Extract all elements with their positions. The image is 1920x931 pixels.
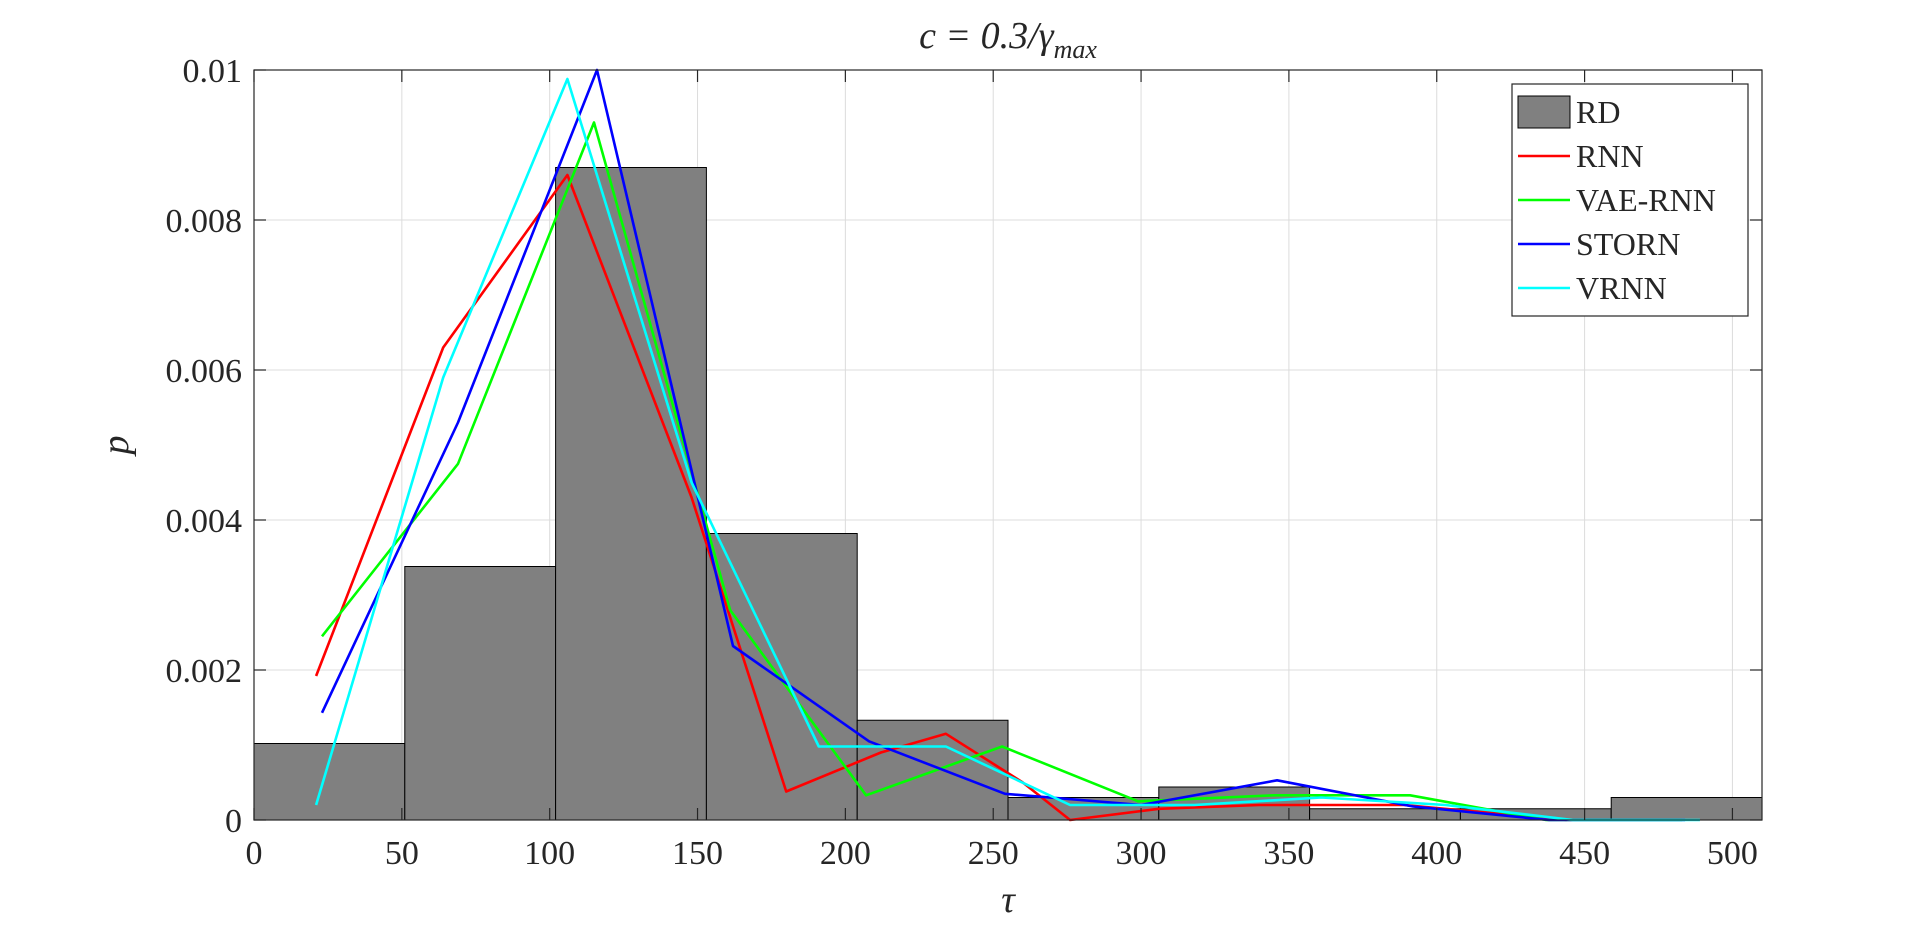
x-axis-title: τ [1001,879,1016,921]
x-tick-label: 100 [524,835,575,872]
histogram-bar [555,167,707,821]
chart-title-main: c = 0.3/γ [919,15,1055,57]
histogram-bar [1309,808,1461,821]
plot-frame [253,69,1763,821]
y-axis-title: p [95,436,137,458]
x-tick-label: 0 [246,835,263,872]
x-tick-label: 350 [1263,835,1314,872]
legend-label-rd: RD [1576,94,1620,130]
legend-label-rnn: RNN [1576,138,1644,174]
x-tick-label: 200 [820,835,871,872]
histogram-bar [1610,797,1763,821]
series-line-rnn [314,173,1567,822]
x-tick-label: 500 [1707,835,1758,872]
chart-title: c = 0.3/γmax [919,15,1097,64]
y-tick-label: 0.004 [166,503,243,540]
axis-ticks [253,69,1762,821]
legend-label-vae-rnn: VAE-RNN [1576,182,1716,218]
legend-swatch-rd [1517,95,1571,129]
legend-label-vrnn: VRNN [1576,270,1667,306]
x-tick-label: 400 [1411,835,1462,872]
x-tick-label: 150 [672,835,723,872]
series-line-vrnn [314,77,1700,822]
x-tick-label: 250 [968,835,1019,872]
series-lines [314,68,1700,822]
y-tick-label: 0 [225,803,242,840]
x-tick-label: 300 [1116,835,1167,872]
tick-labels: 0 50 100 150 200 250 300 350 400 450 500 0 0.002 0.00… [166,53,1758,872]
series-line-storn [320,68,1686,822]
histogram-bars [253,167,1763,821]
x-tick-label: 450 [1559,835,1610,872]
x-tick-label: 50 [385,835,419,872]
series-line-vae-rnn [320,121,1683,822]
histogram-bar [253,743,406,821]
y-tick-label: 0.01 [183,53,243,90]
chart-title-subscript: max [1054,35,1098,64]
y-tick-label: 0.002 [166,653,243,690]
legend: RD RNN VAE-RNN STORN VRNN [1511,83,1749,317]
histogram-bar [404,566,557,821]
legend-label-storn: STORN [1576,226,1680,262]
y-tick-label: 0.008 [166,203,243,240]
y-tick-label: 0.006 [166,353,243,390]
